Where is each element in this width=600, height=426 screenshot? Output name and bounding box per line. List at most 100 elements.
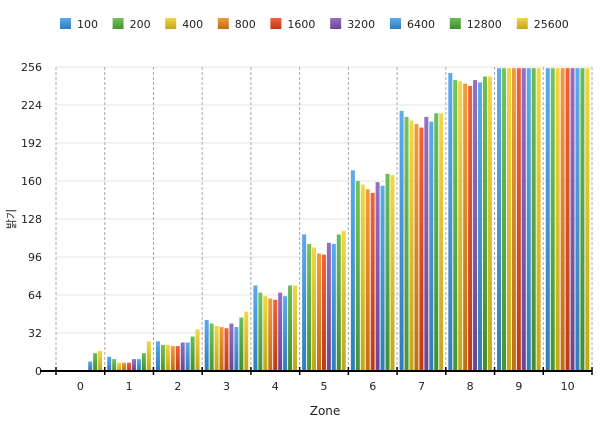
bar-3200-zone-1 [131, 359, 136, 371]
x-tick-label: 7 [418, 380, 425, 393]
legend-label: 400 [182, 18, 203, 31]
bar-1600-zone-2 [175, 346, 180, 371]
legend-item-400: 400 [165, 18, 203, 31]
bar-200-zone-1 [112, 359, 117, 371]
legend-label: 3200 [347, 18, 375, 31]
bar-400-zone-3 [214, 325, 219, 371]
bar-3200-zone-2 [180, 342, 185, 371]
bar-1600-zone-10 [565, 68, 570, 371]
bar-3200-zone-6 [375, 182, 380, 371]
bar-1600-zone-7 [419, 127, 424, 371]
bar-400-zone-6 [360, 184, 365, 371]
bar-25600-zone-7 [439, 113, 444, 371]
bar-6400-zone-4 [283, 296, 288, 371]
legend: 100 200 400 800 1600 3200 6400 12800 25600 [60, 18, 569, 31]
bar-800-zone-1 [122, 362, 127, 371]
bar-6400-zone-0 [88, 361, 93, 371]
bar-25600-zone-9 [536, 68, 541, 371]
bar-12800-zone-8 [482, 76, 487, 371]
bar-1600-zone-6 [370, 192, 375, 371]
axes: 0 32 64 96 128 160 192 224 256 0 1 2 3 4 5 6 7 8 9 10 [21, 61, 593, 393]
bar-6400-zone-2 [185, 342, 190, 371]
bar-12800-zone-5 [336, 234, 341, 371]
bar-200-zone-10 [550, 68, 555, 371]
bar-12800-zone-10 [580, 68, 585, 371]
y-tick-label: 128 [21, 213, 42, 226]
bar-200-zone-4 [258, 292, 263, 371]
x-tick-label: 9 [515, 380, 522, 393]
bar-100-zone-5 [302, 234, 307, 371]
bar-25600-zone-2 [195, 329, 200, 371]
bar-6400-zone-3 [234, 327, 239, 371]
bar-400-zone-1 [117, 362, 122, 371]
bar-100-zone-9 [497, 68, 502, 371]
legend-label: 6400 [407, 18, 435, 31]
bar-12800-zone-2 [190, 336, 195, 371]
bar-3200-zone-4 [278, 292, 283, 371]
legend-item-200: 200 [112, 18, 151, 31]
bar-800-zone-3 [219, 327, 224, 371]
legend-item-12800: 12800 [449, 18, 502, 31]
x-tick-label: 5 [321, 380, 328, 393]
legend-swatch [60, 18, 71, 29]
x-tick-label: 1 [126, 380, 133, 393]
bar-800-zone-6 [365, 189, 370, 371]
bar-800-zone-7 [414, 124, 419, 371]
bar-200-zone-5 [307, 243, 312, 371]
y-tick-label: 64 [28, 289, 42, 302]
bar-400-zone-10 [555, 68, 560, 371]
legend-item-6400: 6400 [390, 18, 435, 31]
legend-swatch [270, 18, 282, 29]
bar-100-zone-6 [350, 170, 355, 371]
bar-100-zone-10 [545, 68, 550, 371]
bar-6400-zone-10 [575, 68, 580, 371]
bar-800-zone-4 [268, 298, 273, 371]
legend-swatch [330, 18, 342, 29]
y-tick-label: 96 [28, 251, 42, 264]
bar-200-zone-7 [404, 116, 409, 371]
bar-3200-zone-3 [229, 323, 234, 371]
bar-800-zone-8 [463, 83, 468, 371]
bar-200-zone-2 [160, 344, 165, 371]
bar-100-zone-1 [107, 356, 112, 371]
x-tick-label: 10 [561, 380, 575, 393]
bar-3200-zone-9 [521, 68, 526, 371]
bar-100-zone-4 [253, 285, 258, 371]
bar-200-zone-8 [453, 80, 458, 371]
bar-12800-zone-0 [93, 353, 98, 371]
bar-25600-zone-0 [98, 350, 103, 371]
bar-1600-zone-1 [127, 362, 132, 371]
bar-3200-zone-10 [570, 68, 575, 371]
bar-1600-zone-9 [516, 68, 521, 371]
y-tick-label: 192 [21, 137, 42, 150]
legend-item-25600: 25600 [516, 18, 569, 31]
bar-400-zone-4 [263, 296, 268, 371]
y-tick-label: 256 [21, 61, 42, 74]
legend-swatch [165, 18, 177, 29]
x-tick-label: 2 [174, 380, 181, 393]
bar-6400-zone-1 [136, 359, 141, 371]
bar-100-zone-2 [155, 341, 160, 371]
bars [88, 68, 590, 371]
legend-label: 800 [235, 18, 256, 31]
y-tick-label: 160 [21, 175, 42, 188]
bar-6400-zone-7 [429, 121, 434, 371]
x-tick-label: 6 [369, 380, 376, 393]
bar-25600-zone-8 [487, 76, 492, 371]
bar-100-zone-3 [204, 319, 209, 371]
bar-800-zone-2 [170, 346, 175, 371]
legend-swatch [516, 18, 528, 29]
bar-25600-zone-5 [341, 230, 346, 371]
bar-12800-zone-1 [141, 353, 146, 371]
bar-1600-zone-5 [321, 254, 326, 371]
y-tick-label: 0 [35, 365, 42, 378]
bar-800-zone-10 [560, 68, 565, 371]
bar-200-zone-6 [355, 181, 360, 371]
bar-400-zone-5 [312, 247, 317, 371]
bar-400-zone-2 [165, 344, 170, 371]
bar-3200-zone-7 [424, 116, 429, 371]
legend-item-800: 800 [217, 18, 256, 31]
bar-400-zone-8 [458, 81, 463, 371]
